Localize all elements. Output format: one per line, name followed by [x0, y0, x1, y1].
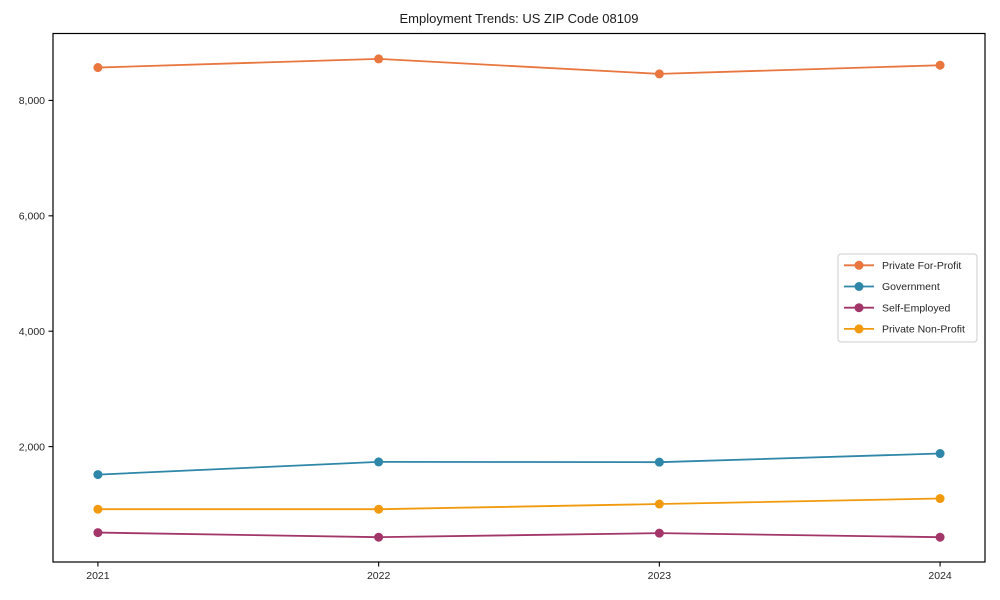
y-tick-label: 8,000	[19, 95, 45, 107]
series-marker-government	[374, 457, 384, 467]
legend-entry-private-for-profit: Private For-Profit	[844, 260, 961, 272]
legend-marker-self-employed	[854, 303, 864, 313]
x-tick-label: 2023	[648, 570, 672, 582]
series-marker-government	[93, 470, 103, 480]
legend-box	[837, 253, 978, 343]
series-marker-private-non-profit	[374, 504, 384, 514]
x-tick-label: 2021	[86, 570, 110, 582]
legend-marker-government	[854, 282, 864, 291]
series-marker-self-employed	[93, 528, 103, 538]
x-tick-label: 2024	[928, 570, 952, 582]
legend-label-private-for-profit: Private For-Profit	[882, 260, 961, 272]
legend-entry-government: Government	[844, 281, 940, 293]
series-marker-private-non-profit	[935, 494, 945, 504]
y-tick-label: 6,000	[19, 210, 45, 222]
chart-title: Employment Trends: US ZIP Code 08109	[400, 11, 639, 26]
series-marker-private-non-profit	[654, 499, 664, 509]
series-layer	[93, 54, 945, 542]
legend-label-private-non-profit: Private Non-Profit	[882, 324, 965, 336]
series-marker-private-non-profit	[93, 504, 103, 514]
series-marker-private-for-profit	[93, 63, 103, 73]
series-marker-self-employed	[935, 532, 945, 542]
series-marker-private-for-profit	[935, 60, 945, 70]
legend-label-government: Government	[882, 281, 940, 293]
legend-marker-private-non-profit	[854, 324, 864, 334]
series-marker-private-for-profit	[374, 54, 384, 64]
series-marker-self-employed	[374, 532, 384, 542]
series-marker-self-employed	[654, 528, 664, 538]
legend: Private For-Profit Government Self-Employe…	[837, 253, 978, 343]
series-line-self-employed	[97, 531, 941, 539]
legend-label-self-employed: Self-Employed	[882, 302, 950, 314]
y-tick-label: 4,000	[19, 326, 45, 338]
series-line-government	[97, 452, 941, 476]
series-line-private-non-profit	[97, 497, 941, 511]
series-marker-private-for-profit	[654, 69, 664, 79]
legend-entry-self-employed: Self-Employed	[844, 302, 950, 314]
axes-frame	[52, 32, 986, 563]
legend-marker-private-for-profit	[854, 260, 864, 270]
series-line-private-for-profit	[97, 57, 941, 75]
plot-area: 2,000 4,000 6,000 8,000 2021 2022 2023 2024	[19, 32, 986, 582]
y-tick-label: 2,000	[19, 441, 45, 453]
series-marker-government	[935, 449, 945, 459]
legend-entry-private-non-profit: Private Non-Profit	[844, 324, 965, 336]
series-marker-government	[654, 457, 664, 467]
x-tick-label: 2022	[367, 570, 391, 582]
